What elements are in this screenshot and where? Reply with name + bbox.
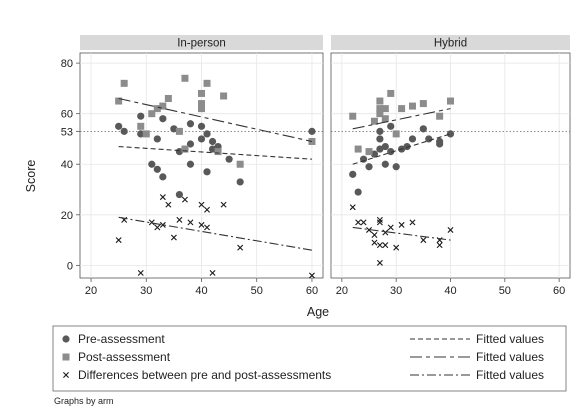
x-tick-label: 60 xyxy=(306,285,318,297)
data-point-circle xyxy=(154,166,161,173)
x-tick-label: 20 xyxy=(336,285,348,297)
legend-marker-square xyxy=(63,354,70,361)
data-point-circle xyxy=(409,135,416,142)
y-axis-title: Score xyxy=(24,160,38,193)
legend: Pre-assessment Post-assessment Differences… xyxy=(53,326,566,391)
data-point-circle xyxy=(159,173,166,180)
x-tick-label: 50 xyxy=(499,285,511,297)
x-tick-label: 20 xyxy=(85,285,97,297)
data-point-circle xyxy=(365,163,372,170)
data-point-circle xyxy=(237,178,244,185)
data-point-circle xyxy=(436,138,443,145)
data-point-circle xyxy=(447,130,454,137)
y-tick-label: 60 xyxy=(61,109,73,121)
data-point-circle xyxy=(203,168,210,175)
data-point-square xyxy=(436,113,443,120)
graphs-by-note: Graphs by arm xyxy=(54,396,114,406)
legend-marker-circle xyxy=(62,335,69,342)
data-point-circle xyxy=(226,156,233,163)
data-point-square xyxy=(237,161,244,168)
data-point-square xyxy=(393,130,400,137)
data-point-square xyxy=(398,105,405,112)
data-point-square xyxy=(159,103,166,110)
data-point-square xyxy=(143,130,150,137)
data-point-circle xyxy=(115,123,122,130)
data-point-circle xyxy=(137,113,144,120)
panel-hybrid: Hybrid xyxy=(331,35,570,278)
data-point-circle xyxy=(382,161,389,168)
data-point-square xyxy=(198,90,205,97)
data-point-circle xyxy=(355,188,362,195)
x-tick-label: 30 xyxy=(390,285,402,297)
y-tick-label: 80 xyxy=(61,58,73,70)
legend-label: Pre-assessment xyxy=(78,332,165,346)
data-point-circle xyxy=(148,161,155,168)
y-tick-label: 40 xyxy=(61,159,73,171)
panel-in-person: In-person xyxy=(80,35,323,278)
data-point-square xyxy=(181,75,188,82)
legend-label: Post-assessment xyxy=(78,350,171,364)
data-point-circle xyxy=(176,191,183,198)
data-point-square xyxy=(447,98,454,105)
data-point-square xyxy=(220,92,227,99)
legend-label: Fitted values xyxy=(476,368,544,382)
data-point-square xyxy=(349,113,356,120)
data-point-circle xyxy=(187,161,194,168)
data-point-circle xyxy=(121,128,128,135)
data-point-square xyxy=(137,123,144,130)
legend-label: Fitted values xyxy=(476,350,544,364)
legend-label: Fitted values xyxy=(476,332,544,346)
data-point-square xyxy=(215,148,222,155)
data-point-square xyxy=(409,103,416,110)
legend-label: Differences between pre and post-assessm… xyxy=(78,368,331,382)
data-point-circle xyxy=(198,123,205,130)
data-point-circle xyxy=(376,135,383,142)
y-tick-label: 20 xyxy=(61,210,73,222)
data-point-square xyxy=(204,80,211,87)
x-axis-title: Age xyxy=(307,305,329,319)
y-tick-label: 0 xyxy=(67,260,73,272)
data-point-circle xyxy=(382,143,389,150)
data-point-square xyxy=(387,90,394,97)
data-point-circle xyxy=(159,115,166,122)
panel-strip-label: In-person xyxy=(177,38,226,50)
data-point-square xyxy=(420,100,427,107)
data-point-square xyxy=(366,148,373,155)
data-point-circle xyxy=(187,120,194,127)
x-tick-label: 40 xyxy=(444,285,456,297)
data-point-square xyxy=(355,146,362,153)
data-point-square xyxy=(121,80,128,87)
data-point-square xyxy=(382,105,389,112)
x-tick-label: 50 xyxy=(251,285,263,297)
data-point-square xyxy=(198,100,205,107)
data-point-circle xyxy=(420,125,427,132)
x-tick-label: 40 xyxy=(195,285,207,297)
data-point-circle xyxy=(198,135,205,142)
data-point-circle xyxy=(203,130,210,137)
data-point-circle xyxy=(393,163,400,170)
data-point-square xyxy=(165,95,172,102)
data-point-circle xyxy=(376,128,383,135)
y-tick-label: 53 xyxy=(61,126,73,138)
data-point-circle xyxy=(349,171,356,178)
data-point-circle xyxy=(387,123,394,130)
panel-strip-label: Hybrid xyxy=(434,38,467,50)
data-point-circle xyxy=(209,138,216,145)
panels-layer: In-person Hybrid xyxy=(80,35,570,278)
data-point-square xyxy=(176,128,183,135)
x-tick-label: 30 xyxy=(140,285,152,297)
data-point-circle xyxy=(154,135,161,142)
data-point-square xyxy=(376,98,383,105)
x-tick-label: 60 xyxy=(553,285,565,297)
data-point-circle xyxy=(308,128,315,135)
